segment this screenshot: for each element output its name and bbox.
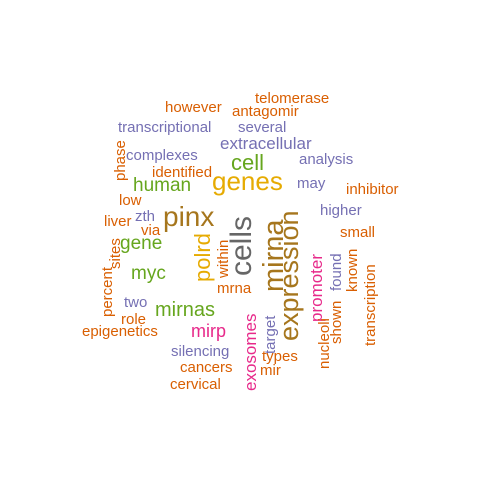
word-human: human [133,175,191,196]
word-pinx: pinx [163,201,214,232]
word-myc: myc [131,263,166,284]
word-sites: sites [107,238,124,269]
word-several: several [238,119,286,136]
word-promoter: promoter [307,254,326,322]
word-within: within [215,240,232,279]
word-inhibitor: inhibitor [346,181,399,198]
word-higher: higher [320,202,362,219]
word-low: low [119,192,142,209]
word-cell: cell [231,150,264,175]
word-complexes: complexes [126,147,198,164]
word-however: however [165,99,222,116]
word-gene: gene [120,233,162,254]
word-known: known [344,249,361,292]
word-phase: phase [112,140,129,181]
word-expression: expression [274,210,304,341]
word-shown: shown [328,301,345,344]
word-epigenetics: epigenetics [82,323,158,340]
word-two: two [124,294,147,311]
word-zth: zth [135,208,155,225]
word-found: found [328,253,345,291]
word-analysis: analysis [299,151,353,168]
word-nucleoli: nucleoli [316,318,333,369]
word-cancers: cancers [180,359,233,376]
word-antagomir: antagomir [232,103,299,120]
word-target: target [262,315,279,354]
word-extracellular: extracellular [220,134,312,153]
word-mirnas: mirnas [155,299,215,321]
word-mirna: mirna [258,219,290,292]
word-types: types [262,348,298,365]
word-transcriptional: transcriptional [118,119,211,136]
word-telomerase: telomerase [255,90,329,107]
word-cells: cells [225,216,258,276]
word-identified: identified [152,164,212,181]
word-mir: mir [260,362,281,379]
word-mrna: mrna [217,280,252,297]
word-mirp: mirp [191,321,226,341]
word-role: role [121,311,146,328]
word-percent: percent [99,266,116,317]
word-silencing: silencing [171,343,229,360]
word-small: small [340,224,375,241]
word-cervical: cervical [170,376,221,393]
word-genes: genes [212,166,283,196]
word-via: via [141,222,161,239]
word-liver: liver [104,213,132,230]
word-polrd: polrd [190,233,215,282]
word-transcription: transcription [362,264,379,346]
word-may: may [297,175,326,192]
word-exosomes: exosomes [241,314,260,391]
